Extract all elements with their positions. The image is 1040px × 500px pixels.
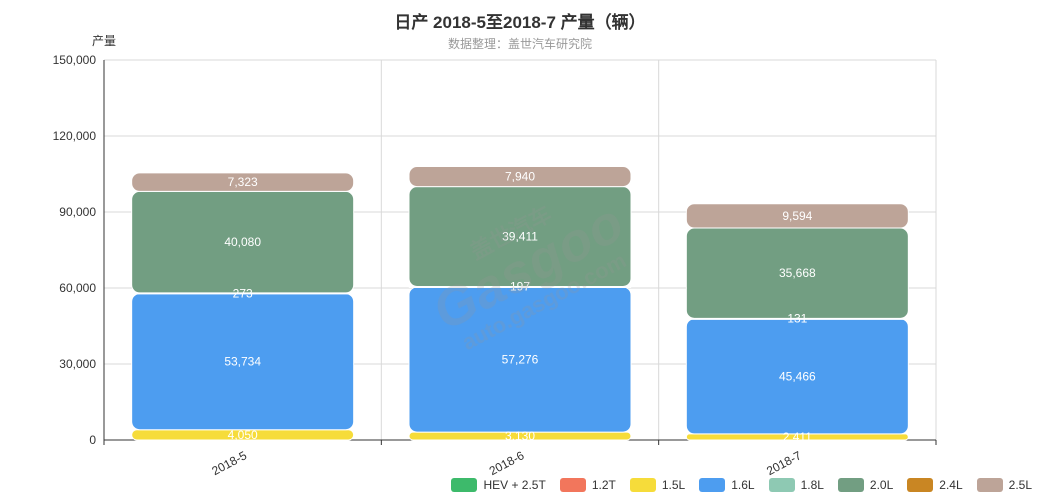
legend-label: 1.5L xyxy=(661,478,686,492)
data-label: 7,940 xyxy=(505,170,535,184)
data-label: 40,080 xyxy=(224,235,261,249)
legend-item[interactable]: 1.8L xyxy=(768,478,824,492)
legend-swatch xyxy=(629,478,656,492)
legend-swatch xyxy=(976,478,1003,492)
legend-item[interactable]: 2.4L xyxy=(907,478,963,492)
y-axis-label: 产量 xyxy=(92,34,117,48)
legend-item[interactable]: HEV + 2.5T xyxy=(451,478,546,492)
data-label: 57,276 xyxy=(502,353,539,367)
legend-item[interactable]: 1.6L xyxy=(699,478,755,492)
bar-segment[interactable] xyxy=(408,166,632,188)
x-tick-label: 2018-7 xyxy=(764,448,804,478)
data-label: 131 xyxy=(787,312,807,326)
legend-item[interactable]: 2.0L xyxy=(837,478,894,492)
data-label: 45,466 xyxy=(779,369,816,383)
legend-label: 1.6L xyxy=(731,478,755,492)
bar-segment[interactable] xyxy=(131,172,355,192)
bar-segment[interactable] xyxy=(685,203,909,229)
legend-swatch xyxy=(837,478,864,492)
legend-label: 2.0L xyxy=(869,478,894,492)
legend-item[interactable]: 2.5L xyxy=(976,478,1032,492)
y-tick-label: 120,000 xyxy=(53,129,97,143)
data-label: 2,411 xyxy=(783,430,812,444)
y-tick-label: 0 xyxy=(89,433,96,447)
data-label: 7,323 xyxy=(228,175,258,189)
legend-swatch xyxy=(768,478,795,492)
x-tick-label: 2018-6 xyxy=(487,448,527,478)
legend-label: HEV + 2.5T xyxy=(483,478,546,492)
legend-swatch xyxy=(451,478,478,492)
legend-label: 2.4L xyxy=(939,478,963,492)
data-label: 39,411 xyxy=(502,230,538,244)
data-label: 3,130 xyxy=(505,429,535,443)
chart-subtitle: 数据整理：盖世汽车研究院 xyxy=(447,37,592,51)
legend-swatch xyxy=(559,478,586,492)
legend-swatch xyxy=(907,478,934,492)
data-label: 35,668 xyxy=(779,266,816,280)
legend-item[interactable]: 1.2T xyxy=(559,478,616,492)
legend: HEV + 2.5T 1.2T 1.5L 1.6L 1.8L 2.0L 2.4L 2.5L xyxy=(451,478,1032,492)
legend-label: 1.8L xyxy=(800,478,824,492)
y-tick-label: 30,000 xyxy=(59,357,96,371)
legend-label: 1.2T xyxy=(591,478,616,492)
x-tick-label: 2018-5 xyxy=(210,448,250,478)
data-label: 4,050 xyxy=(228,428,258,442)
legend-label: 2.5L xyxy=(1008,478,1032,492)
data-label: 53,734 xyxy=(224,355,261,369)
y-tick-label: 150,000 xyxy=(53,53,97,67)
data-label: 273 xyxy=(233,286,253,300)
legend-item[interactable]: 1.5L xyxy=(629,478,686,492)
y-tick-label: 60,000 xyxy=(59,281,96,295)
data-label: 197 xyxy=(510,280,530,294)
legend-swatch xyxy=(699,478,726,492)
y-tick-label: 90,000 xyxy=(59,205,96,219)
chart-title: 日产 2018-5至2018-7 产量（辆） xyxy=(394,13,646,32)
data-label: 9,594 xyxy=(782,209,812,223)
